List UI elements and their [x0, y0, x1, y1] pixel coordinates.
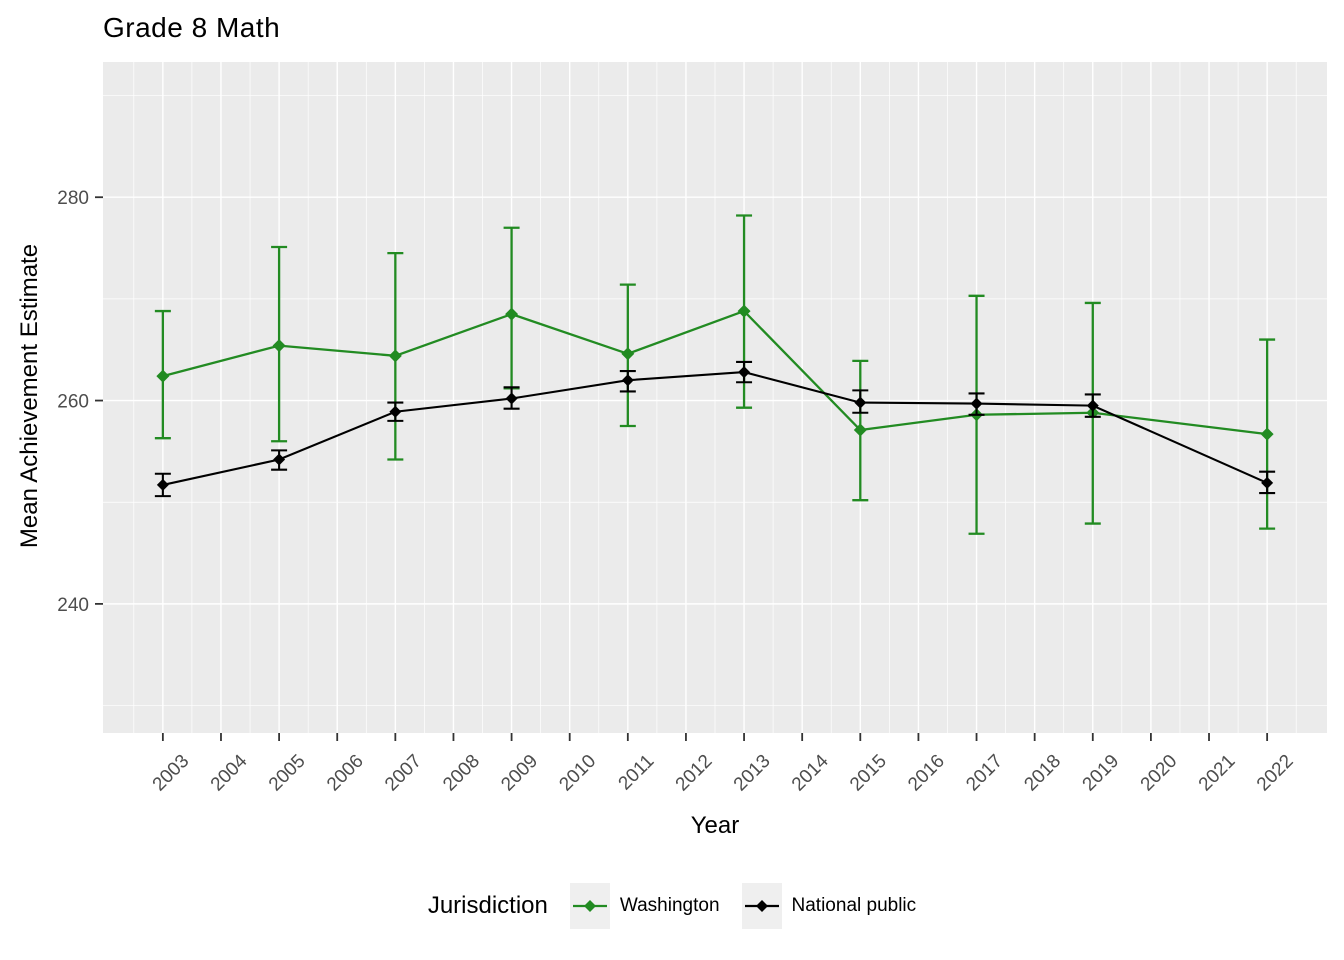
x-tick-label: 2005 [265, 751, 310, 796]
legend: Jurisdiction Washington National public [0, 876, 1344, 936]
data-point [854, 396, 867, 409]
x-tick-label: 2020 [1137, 751, 1182, 796]
x-tick-label: 2018 [1020, 751, 1065, 796]
data-point [853, 423, 867, 437]
data-point [1086, 399, 1099, 412]
x-tick-label: 2007 [381, 751, 426, 796]
x-tick-label: 2022 [1253, 751, 1298, 796]
data-point [621, 374, 634, 387]
y-tick-label: 260 [57, 392, 89, 413]
minor-gridlines [103, 62, 1327, 733]
data-point [505, 392, 518, 405]
x-tick-label: 2010 [555, 751, 600, 796]
legend-items: Washington National public [569, 883, 917, 929]
x-tick-label: 2003 [149, 751, 194, 796]
plot-title: Grade 8 Math [103, 12, 281, 43]
data-point [156, 369, 170, 383]
data-point [389, 405, 402, 418]
data-point [737, 304, 751, 318]
x-tick-label: 2009 [497, 751, 542, 796]
data-point [621, 347, 635, 361]
x-tick-label: 2014 [788, 750, 833, 795]
x-tick-label: 2015 [846, 751, 891, 796]
legend-item-national-public: National public [741, 883, 917, 929]
legend-marker-icon [755, 900, 768, 912]
x-tick-label: 2004 [207, 750, 252, 795]
x-tick-label: 2016 [904, 751, 949, 796]
data-point [272, 339, 286, 353]
legend-item-label: Washington [619, 895, 720, 916]
data-point [156, 478, 169, 491]
legend-key-national-public [741, 883, 782, 929]
x-tick-label: 2013 [730, 751, 775, 796]
x-tick-label: 2012 [672, 751, 717, 796]
series-line-washington [162, 309, 1268, 436]
x-tick-label: 2011 [615, 751, 659, 795]
data-point [1261, 476, 1274, 489]
y-axis-tick-labels: 240 260 280 [57, 188, 89, 616]
y-tick-label: 280 [57, 188, 89, 209]
x-tick-label: 2017 [962, 751, 1007, 796]
data-points-national-public [156, 366, 1274, 491]
legend-marker-icon [583, 900, 596, 912]
legend-item-label: National public [791, 895, 917, 916]
x-axis-title: Year [690, 812, 740, 839]
data-point [738, 366, 751, 379]
data-point [505, 307, 519, 321]
axis-tick-marks [95, 196, 1269, 741]
data-point [273, 453, 286, 466]
data-point [970, 397, 983, 410]
data-point [1260, 427, 1274, 441]
data-point [388, 349, 402, 363]
x-tick-label: 2021 [1195, 751, 1240, 796]
legend-key-washington [569, 883, 610, 929]
legend-item-washington: Washington [569, 883, 720, 929]
legend-title: Jurisdiction [427, 892, 548, 919]
x-axis-tick-labels: 2003 2004 2005 2006 2007 2008 2009 2010 2011 2012… [149, 750, 1298, 795]
x-tick-label: 2006 [323, 751, 368, 796]
series-national-public [154, 360, 1276, 498]
y-tick-label: 240 [57, 595, 89, 616]
x-tick-label: 2008 [439, 751, 484, 796]
series-line-national-public [162, 371, 1268, 486]
x-tick-label: 2019 [1079, 751, 1124, 796]
series-washington [154, 214, 1276, 535]
error-bars-national-public [154, 360, 1276, 498]
